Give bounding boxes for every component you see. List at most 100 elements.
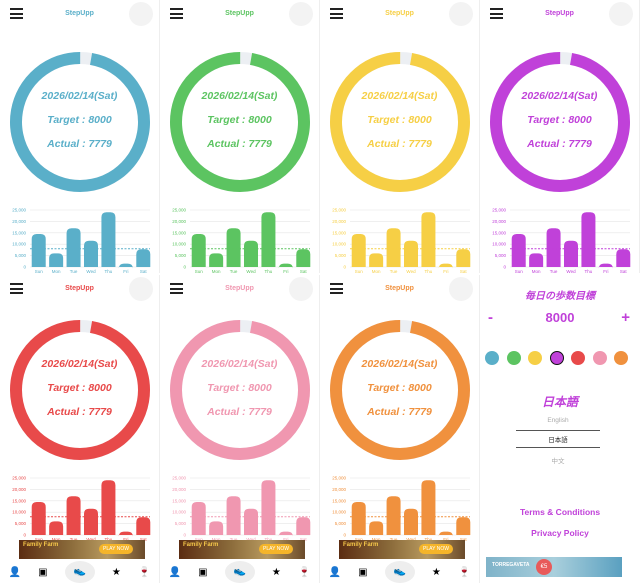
trophy-icon[interactable]: 🍷: [297, 566, 311, 578]
menu-icon[interactable]: [170, 8, 183, 19]
news-icon[interactable]: ▣: [358, 566, 368, 578]
shoe-icon[interactable]: 👟: [64, 561, 95, 583]
terms-link[interactable]: Terms & Conditions: [519, 507, 601, 517]
bar-thu: [101, 480, 116, 535]
y-tick-label: 15,000: [172, 230, 186, 235]
y-tick-label: 25,000: [12, 208, 26, 213]
profile-button[interactable]: [129, 2, 153, 26]
theme-color-option[interactable]: [528, 351, 542, 365]
y-tick-label: 20,000: [12, 219, 26, 224]
x-tick-label: Mon: [372, 537, 381, 542]
theme-color-option[interactable]: [592, 351, 607, 365]
y-tick-label: 25,000: [332, 208, 346, 213]
person-icon[interactable]: 👤: [168, 566, 182, 578]
y-tick-label: 15,000: [492, 230, 506, 235]
profile-button[interactable]: [289, 2, 313, 26]
theme-color-option[interactable]: [549, 351, 564, 365]
star-icon[interactable]: ★: [271, 566, 281, 578]
x-tick-label: Thu: [265, 269, 273, 273]
x-tick-label: Sat: [620, 269, 628, 273]
bar-wed: [404, 508, 418, 535]
person-icon[interactable]: 👤: [328, 566, 342, 578]
steps-bar-chart: 0 5,000 10,000 15,000 20,000 25,000 Sun Mon Tue W…: [12, 208, 151, 273]
person-icon[interactable]: 👤: [8, 566, 22, 578]
x-tick-label: Fri: [283, 537, 288, 542]
x-tick-label: Fri: [283, 269, 288, 273]
news-icon[interactable]: ▣: [38, 566, 48, 578]
language-option-japanese[interactable]: 日本語: [516, 430, 600, 448]
x-tick-label: Mon: [212, 269, 221, 273]
ring-progress: [330, 320, 470, 460]
shoe-icon[interactable]: 👟: [384, 561, 415, 583]
menu-icon[interactable]: [330, 283, 343, 294]
ad-play-button[interactable]: PLAY NOW: [99, 544, 133, 554]
y-tick-label: 0: [183, 533, 186, 538]
y-tick-label: 10,000: [332, 510, 346, 515]
profile-button[interactable]: [129, 277, 153, 301]
ad-title: Family Farm: [343, 542, 379, 548]
profile-button[interactable]: [289, 277, 313, 301]
x-tick-label: Mon: [532, 269, 541, 273]
profile-button[interactable]: [449, 277, 473, 301]
app-screen: StepUpp 2026/02/14(Sat) Target : 8000 Actua…: [160, 275, 320, 583]
bar-mon: [209, 521, 224, 535]
bar-wed: [404, 240, 418, 267]
target-label: Target : 8000: [207, 114, 272, 126]
star-icon[interactable]: ★: [431, 566, 441, 578]
y-tick-label: 0: [23, 265, 26, 270]
bottom-nav: 👤 ▣ 👟 ★ 🍷: [320, 561, 479, 583]
trophy-icon[interactable]: 🍷: [457, 566, 471, 578]
ad-banner[interactable]: Family Farm PLAY NOW: [179, 540, 305, 559]
x-tick-label: Mon: [372, 269, 381, 273]
menu-icon[interactable]: [330, 8, 343, 19]
menu-icon[interactable]: [490, 8, 503, 19]
shoe-icon[interactable]: 👟: [224, 561, 255, 583]
y-tick-label: 5,000: [15, 253, 27, 258]
y-tick-label: 15,000: [12, 498, 26, 503]
bar-mon: [49, 521, 64, 535]
menu-icon[interactable]: [10, 283, 23, 294]
theme-color-option[interactable]: [485, 351, 499, 365]
profile-button[interactable]: [609, 2, 633, 26]
theme-color-option[interactable]: [571, 351, 585, 365]
x-tick-label: Sat: [460, 269, 468, 273]
language-option-english[interactable]: English: [547, 417, 569, 424]
star-icon[interactable]: ★: [111, 566, 121, 578]
date-label: 2026/02/14(Sat): [41, 358, 118, 370]
x-tick-label: Sun: [35, 269, 44, 273]
privacy-link[interactable]: Privacy Policy: [531, 528, 589, 538]
theme-color-option[interactable]: [506, 351, 521, 365]
bar-wed: [564, 240, 578, 267]
profile-button[interactable]: [449, 2, 473, 26]
bottom-nav: 👤 ▣ 👟 ★ 🍷: [160, 561, 319, 583]
bar-fri: [278, 263, 293, 269]
bar-sun: [31, 501, 46, 535]
y-tick-label: 0: [343, 533, 346, 538]
ad-banner[interactable]: TORREGAVETA €5: [486, 557, 622, 577]
y-tick-label: 15,000: [172, 498, 186, 503]
goal-heading: 毎日の歩数目標: [525, 291, 595, 302]
ad-play-button[interactable]: PLAY NOW: [419, 544, 453, 554]
increase-goal-button[interactable]: +: [621, 309, 630, 326]
news-icon[interactable]: ▣: [198, 566, 208, 578]
x-tick-label: Thu: [425, 269, 433, 273]
menu-icon[interactable]: [10, 8, 23, 19]
language-option-chinese[interactable]: 中文: [551, 458, 565, 465]
ad-play-button[interactable]: PLAY NOW: [259, 544, 293, 554]
trophy-icon[interactable]: 🍷: [137, 566, 151, 578]
x-tick-label: Wed: [246, 269, 256, 273]
x-tick-label: Tue: [390, 269, 398, 273]
decrease-goal-button[interactable]: -: [488, 309, 493, 326]
language-title: 日本語: [541, 395, 578, 409]
bar-tue: [226, 228, 241, 267]
bar-tue: [66, 496, 81, 535]
bar-thu: [261, 480, 276, 535]
ad-banner[interactable]: Family Farm PLAY NOW: [339, 540, 465, 559]
progress-ring: [490, 52, 630, 192]
ad-banner[interactable]: Family Farm PLAY NOW: [19, 540, 145, 559]
menu-icon[interactable]: [170, 283, 183, 294]
x-tick-label: Thu: [105, 269, 113, 273]
theme-color-option[interactable]: [614, 351, 628, 365]
actual-label: Actual : 7779: [207, 138, 272, 150]
ad-text: TORREGAVETA: [492, 562, 530, 568]
